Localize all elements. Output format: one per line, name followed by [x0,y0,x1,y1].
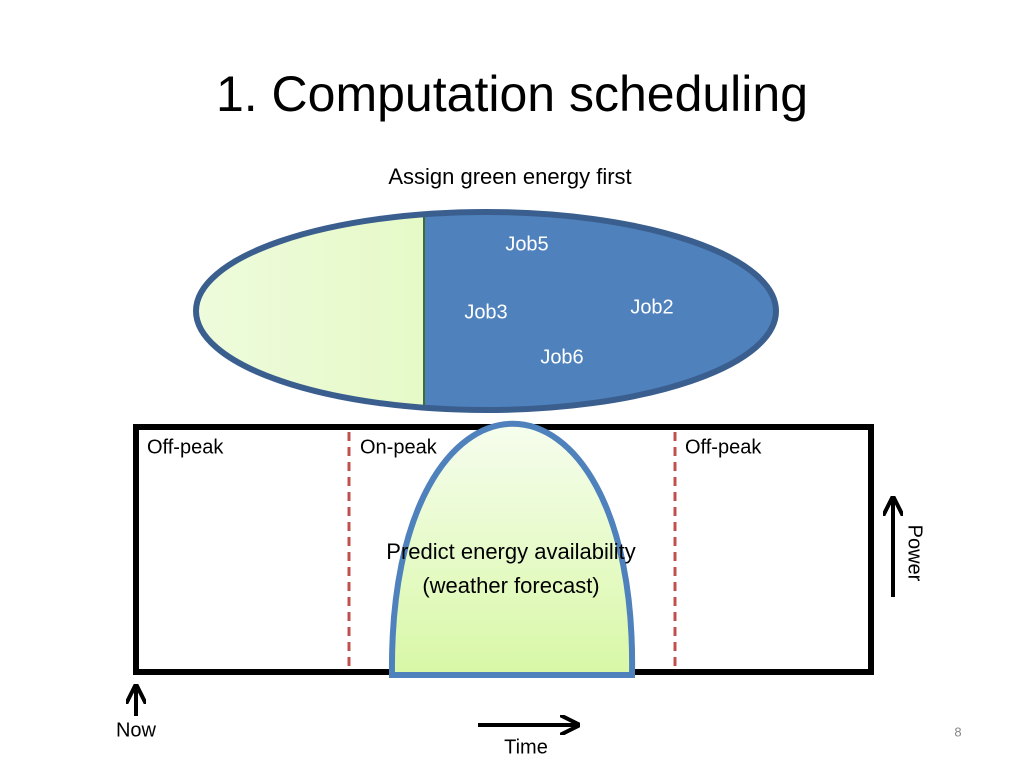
period-label: Off-peak [685,436,762,458]
job-label: Job2 [630,296,673,318]
slide-title: 1. Computation scheduling [216,66,808,122]
job-label: Job3 [464,301,507,323]
job-pool [424,212,776,410]
curve-label: (weather forecast) [422,573,599,598]
pool-outline [193,209,779,413]
time-axis-label: Time [504,736,548,758]
period-label: Off-peak [147,436,224,458]
curve-label: Predict energy availability [386,539,635,564]
energy-curve [388,421,636,678]
job-label: Job6 [540,346,583,368]
period-label: On-peak [360,436,438,458]
green-pool [196,214,424,408]
job-label: Job5 [505,233,548,255]
now-label: Now [116,719,157,741]
pool-label: Assign green energy first [388,164,631,189]
page-number: 8 [954,724,961,739]
power-axis-label: Power [904,525,926,582]
